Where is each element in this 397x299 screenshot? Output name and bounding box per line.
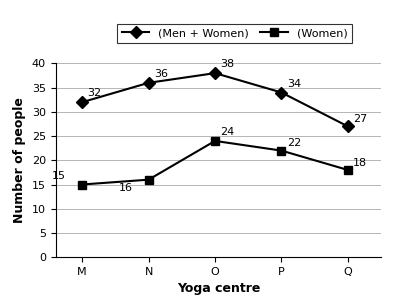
Text: 38: 38 (220, 59, 235, 69)
Text: 15: 15 (52, 171, 66, 181)
Y-axis label: Number of people: Number of people (13, 97, 26, 223)
Text: 18: 18 (353, 158, 367, 167)
Legend: (Men + Women), (Women): (Men + Women), (Women) (117, 24, 352, 43)
Text: 24: 24 (220, 127, 235, 137)
Text: 34: 34 (287, 79, 301, 89)
Text: 32: 32 (87, 88, 102, 98)
X-axis label: Yoga centre: Yoga centre (177, 283, 260, 295)
Text: 36: 36 (154, 69, 168, 79)
Text: 27: 27 (353, 114, 368, 124)
Text: 22: 22 (287, 138, 301, 148)
Text: 16: 16 (119, 183, 133, 193)
